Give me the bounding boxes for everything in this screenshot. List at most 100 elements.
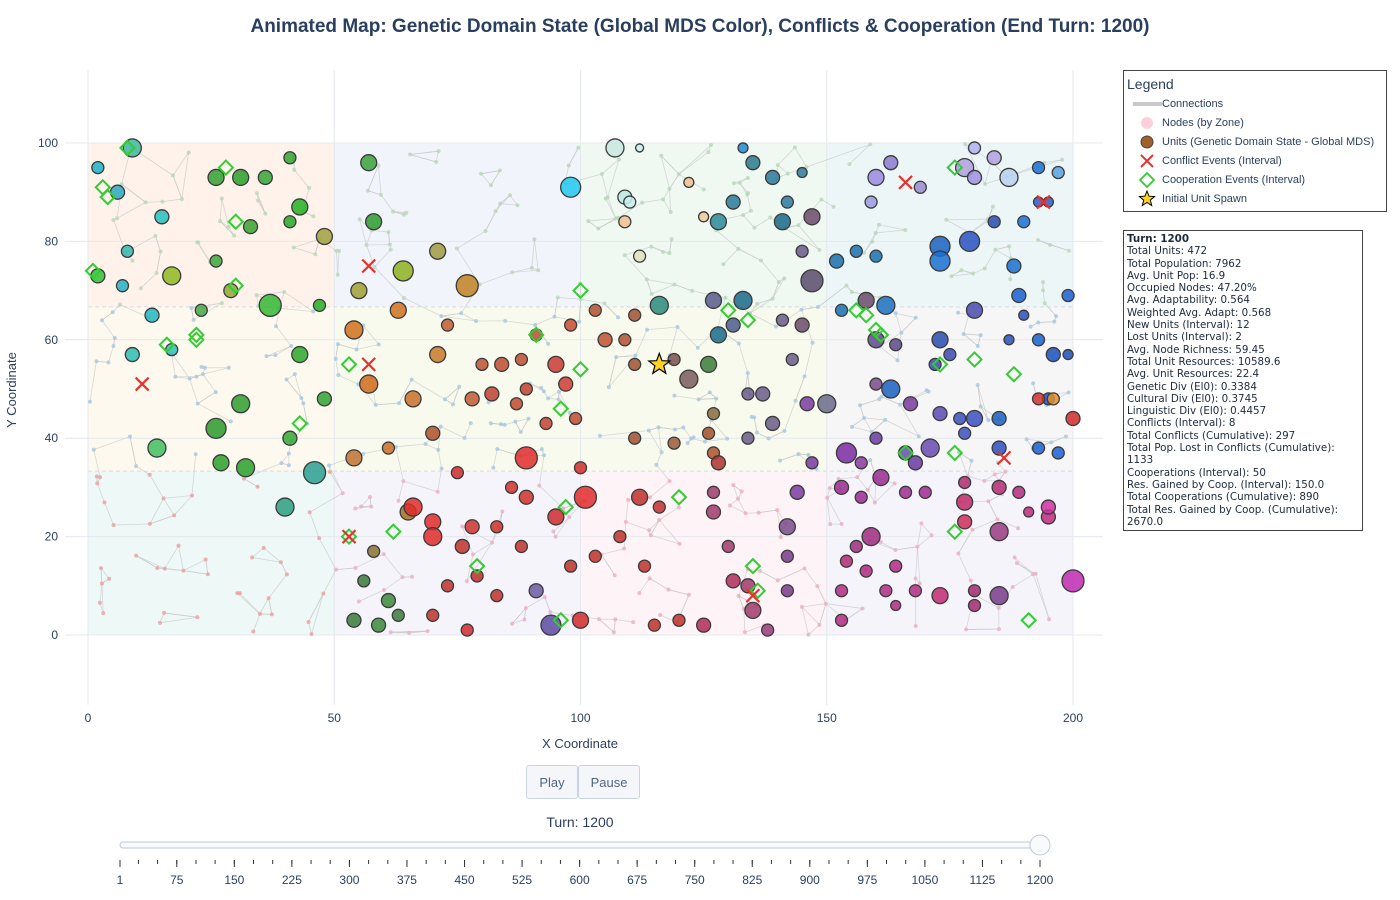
unit-marker[interactable] bbox=[943, 347, 957, 362]
cooperation-event-marker[interactable] bbox=[227, 277, 245, 295]
unit-marker[interactable] bbox=[965, 409, 984, 428]
unit-marker[interactable] bbox=[464, 391, 480, 407]
initial-spawn-star[interactable] bbox=[647, 351, 672, 375]
unit-marker[interactable] bbox=[564, 559, 578, 573]
unit-marker[interactable] bbox=[667, 352, 681, 367]
unit-marker[interactable] bbox=[867, 168, 885, 187]
unit-marker[interactable] bbox=[282, 430, 298, 446]
unit-marker[interactable] bbox=[242, 218, 259, 235]
cooperation-event-marker[interactable] bbox=[340, 355, 358, 373]
unit-marker[interactable] bbox=[509, 397, 524, 411]
unit-marker[interactable] bbox=[1003, 334, 1015, 346]
unit-marker[interactable] bbox=[699, 355, 718, 374]
unit-marker[interactable] bbox=[560, 176, 582, 198]
unit-marker[interactable] bbox=[849, 244, 863, 258]
unit-marker[interactable] bbox=[879, 584, 893, 598]
unit-marker[interactable] bbox=[1051, 446, 1065, 460]
unit-marker[interactable] bbox=[931, 331, 949, 349]
legend-item-connections[interactable]: Connections bbox=[1130, 95, 1223, 113]
unit-marker[interactable] bbox=[872, 468, 890, 487]
unit-marker[interactable] bbox=[857, 291, 875, 310]
unit-marker[interactable] bbox=[932, 405, 948, 422]
unit-marker[interactable] bbox=[302, 460, 327, 485]
unit-marker[interactable] bbox=[1040, 499, 1057, 515]
cooperation-event-marker[interactable] bbox=[158, 336, 176, 354]
unit-marker[interactable] bbox=[568, 411, 583, 426]
unit-marker[interactable] bbox=[1061, 569, 1085, 593]
unit-marker[interactable] bbox=[571, 611, 590, 629]
unit-marker[interactable] bbox=[464, 519, 480, 535]
unit-marker[interactable] bbox=[514, 446, 538, 470]
unit-marker[interactable] bbox=[291, 345, 309, 364]
unit-marker[interactable] bbox=[861, 526, 881, 547]
cooperation-event-marker[interactable] bbox=[527, 326, 545, 344]
cooperation-event-marker[interactable] bbox=[384, 523, 402, 541]
unit-marker[interactable] bbox=[794, 317, 810, 333]
unit-marker[interactable] bbox=[733, 290, 753, 311]
unit-marker[interactable] bbox=[1062, 348, 1074, 361]
unit-marker[interactable] bbox=[883, 155, 899, 171]
cooperation-event-marker[interactable] bbox=[99, 188, 117, 206]
cooperation-event-marker[interactable] bbox=[227, 213, 245, 231]
unit-marker[interactable] bbox=[683, 176, 695, 189]
unit-marker[interactable] bbox=[504, 480, 519, 495]
conflict-event-marker[interactable] bbox=[361, 258, 377, 274]
unit-marker[interactable] bbox=[958, 475, 972, 490]
unit-marker[interactable] bbox=[741, 387, 755, 401]
unit-marker[interactable] bbox=[120, 244, 135, 258]
cooperation-event-marker[interactable] bbox=[847, 301, 865, 319]
unit-marker[interactable] bbox=[573, 461, 588, 475]
unit-marker[interactable] bbox=[929, 250, 951, 272]
unit-marker[interactable] bbox=[547, 355, 565, 374]
unit-marker[interactable] bbox=[721, 539, 735, 554]
unit-marker[interactable] bbox=[628, 431, 642, 445]
unit-marker[interactable] bbox=[209, 254, 223, 268]
unit-marker[interactable] bbox=[637, 559, 652, 573]
unit-marker[interactable] bbox=[380, 592, 397, 609]
unit-marker[interactable] bbox=[1023, 506, 1035, 518]
cooperation-event-marker[interactable] bbox=[946, 444, 964, 462]
unit-marker[interactable] bbox=[803, 208, 821, 226]
unit-marker[interactable] bbox=[725, 573, 741, 589]
unit-marker[interactable] bbox=[854, 490, 868, 504]
unit-marker[interactable] bbox=[628, 308, 642, 322]
unit-marker[interactable] bbox=[257, 169, 273, 186]
unit-marker[interactable] bbox=[162, 266, 182, 286]
unit-marker[interactable] bbox=[800, 269, 824, 293]
unit-marker[interactable] bbox=[124, 346, 140, 363]
slider-track[interactable] bbox=[119, 841, 1041, 849]
unit-marker[interactable] bbox=[701, 426, 716, 440]
unit-marker[interactable] bbox=[147, 438, 167, 458]
unit-marker[interactable] bbox=[835, 442, 858, 464]
unit-marker[interactable] bbox=[931, 586, 949, 605]
cooperation-event-marker[interactable] bbox=[670, 488, 688, 506]
unit-marker[interactable] bbox=[1011, 287, 1027, 304]
unit-marker[interactable] bbox=[425, 425, 441, 441]
unit-marker[interactable] bbox=[275, 497, 295, 517]
unit-marker[interactable] bbox=[1046, 392, 1060, 406]
unit-marker[interactable] bbox=[634, 143, 645, 153]
unit-marker[interactable] bbox=[805, 456, 819, 470]
unit-marker[interactable] bbox=[223, 282, 239, 299]
unit-marker[interactable] bbox=[741, 431, 755, 445]
unit-marker[interactable] bbox=[957, 514, 973, 530]
unit-marker[interactable] bbox=[391, 608, 405, 622]
unit-marker[interactable] bbox=[649, 295, 669, 316]
unit-marker[interactable] bbox=[350, 281, 368, 300]
unit-marker[interactable] bbox=[799, 396, 815, 412]
unit-marker[interactable] bbox=[647, 618, 662, 632]
cooperation-event-marker[interactable] bbox=[572, 282, 589, 300]
unit-marker[interactable] bbox=[780, 584, 794, 598]
unit-marker[interactable] bbox=[109, 184, 126, 200]
unit-marker[interactable] bbox=[316, 391, 333, 407]
unit-marker[interactable] bbox=[967, 141, 982, 155]
unit-marker[interactable] bbox=[918, 485, 932, 499]
unit-marker[interactable] bbox=[357, 574, 371, 588]
unit-marker[interactable] bbox=[370, 617, 387, 633]
unit-marker[interactable] bbox=[902, 396, 919, 412]
unit-marker[interactable] bbox=[632, 249, 647, 263]
unit-marker[interactable] bbox=[958, 426, 972, 440]
unit-marker[interactable] bbox=[834, 303, 849, 317]
unit-marker[interactable] bbox=[761, 623, 775, 637]
unit-marker[interactable] bbox=[212, 454, 230, 472]
